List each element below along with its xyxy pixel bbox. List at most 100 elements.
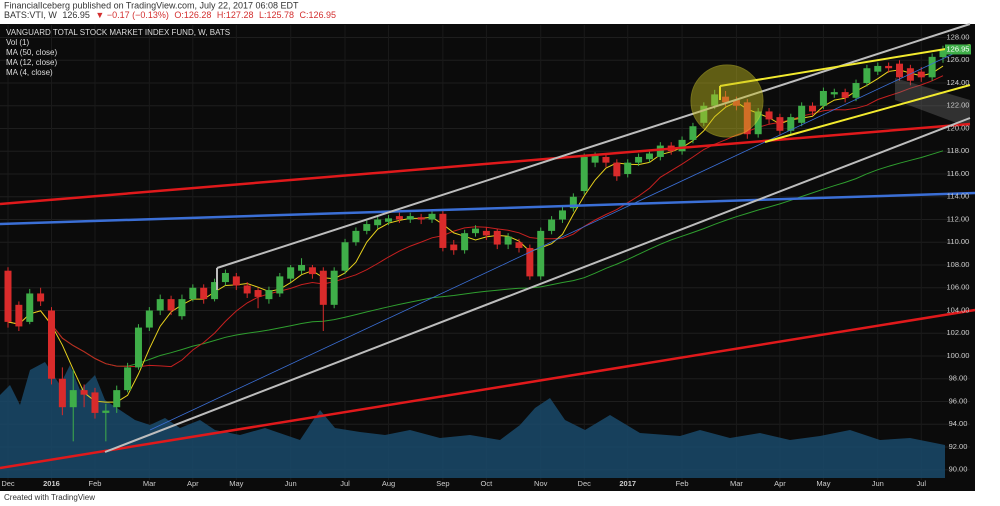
candle-body — [852, 83, 860, 98]
candle-body — [221, 272, 229, 283]
candle-body — [341, 242, 349, 271]
x-tick-label: Jun — [285, 479, 297, 488]
candle-body — [472, 228, 479, 234]
candle-body — [776, 117, 784, 131]
y-tick-label: 104.00 — [947, 305, 970, 314]
candle-body — [515, 242, 523, 248]
marks — [4, 45, 947, 442]
y-tick-label: 122.00 — [947, 101, 970, 110]
y-tick-label: 100.00 — [947, 351, 970, 360]
quote-change: ▼ −0.17 (−0.13%) — [95, 10, 168, 20]
highlight-circle — [690, 64, 764, 138]
candle-body — [276, 276, 284, 294]
y-tick-label: 120.00 — [947, 123, 970, 132]
x-tick-label: Feb — [676, 479, 689, 488]
y-tick-label: 96.00 — [949, 396, 968, 405]
candle-body — [145, 310, 153, 328]
candle-body — [254, 290, 262, 297]
candle-body — [308, 267, 316, 275]
x-tick-label: Apr — [774, 479, 786, 488]
x-tick-label: Aug — [382, 479, 395, 488]
candle-body — [102, 410, 110, 413]
candle-body — [363, 224, 371, 231]
candle-body — [689, 126, 697, 140]
trendline — [0, 191, 976, 226]
candle-body — [91, 392, 99, 413]
candle-body — [548, 219, 556, 231]
x-tick-label: Mar — [730, 479, 743, 488]
quote-symbol: BATS:VTI, W — [4, 10, 57, 20]
trendline — [0, 122, 971, 206]
candle-body — [787, 117, 795, 131]
y-tick-label: 116.00 — [947, 169, 969, 178]
y-tick-label: 98.00 — [949, 374, 968, 383]
candle-body — [178, 299, 186, 317]
quote-close: C:126.95 — [300, 10, 337, 20]
candle-body — [26, 293, 34, 322]
candle-body — [841, 92, 849, 98]
legend-item: MA (50, close) — [6, 48, 57, 57]
candle-body — [558, 210, 566, 220]
candle-body — [417, 217, 425, 220]
y-tick-label: 126.00 — [947, 55, 970, 64]
plot-background — [0, 24, 975, 491]
candle-body — [798, 105, 806, 123]
candle-body — [613, 162, 621, 177]
candle-body — [928, 56, 936, 78]
candle-body — [896, 63, 904, 78]
candle-body — [232, 276, 240, 286]
candle-body — [656, 145, 664, 157]
y-tick-label: 118.00 — [947, 146, 969, 155]
candle-body — [319, 270, 327, 305]
candle-body — [243, 285, 251, 294]
candle-body — [200, 287, 208, 300]
candle-body — [526, 247, 534, 277]
quote-low: L:125.78 — [259, 10, 294, 20]
x-tick-label: Jul — [916, 479, 926, 488]
y-tick-label: 110.00 — [947, 237, 969, 246]
channel-line — [764, 84, 971, 143]
candle-body — [482, 230, 490, 236]
candle-body — [732, 100, 740, 106]
x-tick-label: Oct — [481, 479, 494, 488]
x-tick-label: Jul — [340, 479, 350, 488]
x-tick-label: Dec — [578, 479, 592, 488]
last-price-tag — [945, 44, 971, 55]
y-tick-label: 114.00 — [947, 192, 969, 201]
candle-body — [939, 49, 947, 58]
candle-body — [395, 216, 403, 220]
footer: Created with TradingView — [4, 493, 95, 502]
candle-body — [385, 218, 393, 222]
legend-item: Vol (1) — [6, 38, 29, 47]
quote-price: 126.95 — [62, 10, 90, 20]
candle-body — [885, 65, 893, 69]
x-tick-label: Feb — [89, 479, 102, 488]
candle-body — [156, 299, 164, 311]
candle-body — [80, 390, 88, 395]
candle-body — [47, 310, 55, 379]
candle-body — [374, 219, 382, 226]
candle-body — [211, 282, 219, 300]
candle-body — [113, 390, 121, 408]
candle-body — [809, 105, 817, 112]
candle-body — [711, 94, 719, 106]
x-tick-label: 2017 — [619, 479, 636, 488]
candle-body — [624, 162, 632, 175]
candle-body — [58, 378, 66, 408]
moving-average — [7, 65, 944, 403]
candle-body — [906, 68, 914, 81]
candle-body — [569, 196, 577, 209]
shaded-zone — [895, 78, 970, 128]
candle-body — [678, 139, 686, 152]
candle-body — [461, 233, 469, 251]
quote-open: O:126.28 — [174, 10, 211, 20]
y-tick-label: 112.00 — [947, 214, 969, 223]
candle-body — [298, 265, 306, 271]
candle-body — [287, 267, 295, 279]
x-tick-label: May — [229, 479, 243, 488]
volume-area — [0, 362, 945, 478]
candle-body — [439, 213, 447, 248]
candle-body — [167, 299, 175, 311]
candle-body — [124, 367, 132, 391]
x-tick-label: Dec — [1, 479, 15, 488]
